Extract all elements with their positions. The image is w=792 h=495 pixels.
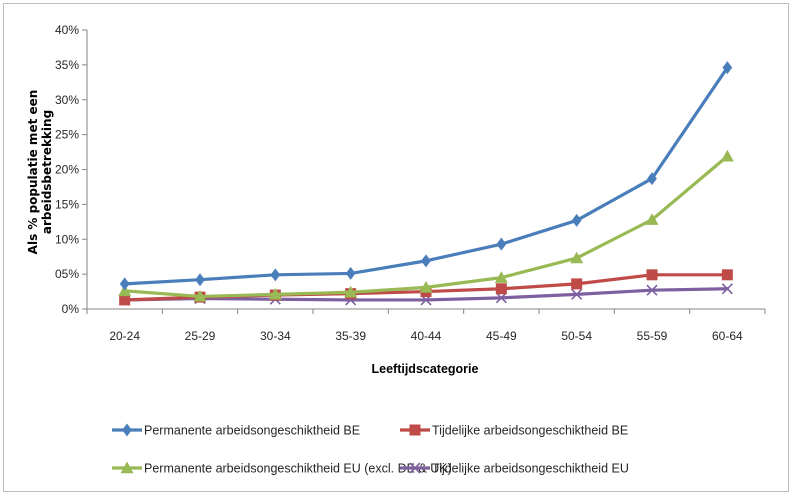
legend-label: Tijdelijke arbeidsongeschiktheid EU [432,462,629,476]
legend: Permanente arbeidsongeschiktheid BE Tijde… [112,423,629,476]
data-point [495,292,507,304]
x-tick-label: 30-34 [260,329,291,343]
x-tick-label: 25-29 [185,329,216,343]
x-axis-title: Leeftijdscategorie [372,362,479,376]
legend-item-2: Tijdelijke arbeidsongeschiktheid BE [400,424,628,438]
y-tick-labels: 0% 05% 10% 15% 20% 25% 30% 35% 40% [55,23,79,316]
x-marker-stroke [495,292,507,304]
series-line [123,66,729,286]
data-point [419,280,433,293]
data-point [646,269,658,281]
data-point [195,273,205,287]
legend-label: Permanente arbeidsongeschiktheid BE [144,424,360,438]
y-tick-label: 25% [55,128,79,142]
y-axis-title-line-1: Als % populatie met een [26,90,40,255]
data-point [721,283,733,295]
x-marker-stroke [571,288,583,300]
y-tick-label: 15% [55,197,79,211]
y-tick-label: 30% [55,93,79,107]
x-tick-label: 60-64 [712,329,743,343]
data-point [645,213,659,225]
data-point [421,254,431,268]
series-1 [119,61,733,291]
y-tick-label: 40% [55,23,79,37]
x-marker-stroke [409,462,421,474]
axes [82,29,766,314]
legend-swatch-marker [120,461,134,474]
y-tick-label: 0% [62,302,80,316]
legend-item-4: Tijdelijke arbeidsongeschiktheid EU [400,462,629,476]
legend-label: Tijdelijke arbeidsongeschiktheid BE [432,424,628,438]
x-tick-label: 55-59 [637,329,668,343]
x-tick-label: 40-44 [411,329,442,343]
y-tick-label: 05% [55,267,79,281]
x-tick-label: 50-54 [561,329,592,343]
series-layer [118,61,734,306]
data-point [646,284,658,296]
y-tick-label: 20% [55,163,79,177]
legend-swatch-marker [409,462,421,474]
data-point [571,213,582,227]
data-point [722,61,733,75]
chart-frame [3,3,789,492]
legend-item-3: Permanente arbeidsongeschiktheid EU (exc… [112,461,452,476]
data-point [344,285,358,298]
data-point [721,269,733,281]
data-point [571,278,583,290]
x-tick-labels: 20-24 25-29 30-34 35-39 40-44 45-49 50-54 55-59… [109,329,743,343]
legend-label: Permanente arbeidsongeschiktheid EU (exc… [144,462,452,476]
y-axis-title-line-2: arbeidsbetrekking [40,110,54,234]
data-point [270,268,281,282]
data-point [345,266,356,280]
data-point [495,283,507,295]
data-point [119,294,131,306]
x-tick-label: 20-24 [109,329,140,343]
data-point [720,149,734,162]
x-marker-stroke [721,283,733,295]
data-point [571,288,583,300]
data-point [193,289,207,302]
legend-swatch-marker [409,424,421,436]
data-point [496,237,507,251]
y-tick-label: 35% [55,58,79,72]
legend-item-1: Permanente arbeidsongeschiktheid BE [112,423,360,438]
data-point [119,277,130,291]
data-point [570,251,584,264]
data-point [494,271,508,283]
x-tick-label: 45-49 [486,329,517,343]
y-axis-title: Als % populatie met een arbeidsbetrekkin… [26,90,54,255]
data-point [647,172,657,186]
x-marker-stroke [646,284,658,296]
x-tick-label: 35-39 [335,329,366,343]
legend-swatch-marker [122,423,132,437]
y-tick-label: 10% [55,232,79,246]
data-point [268,287,282,300]
